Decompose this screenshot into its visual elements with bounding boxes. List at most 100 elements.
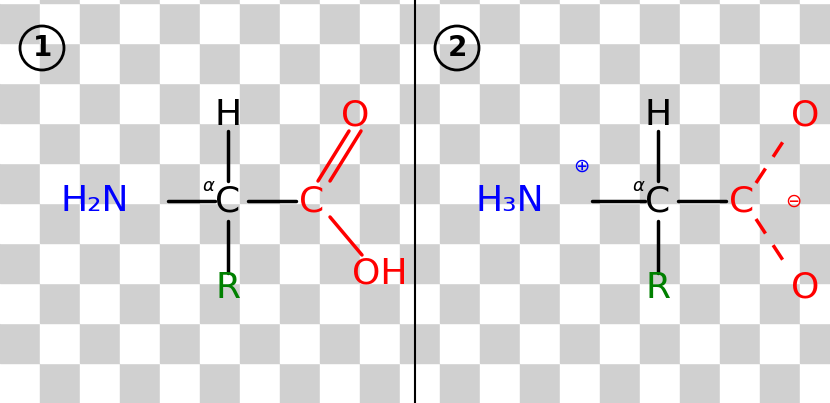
Text: O: O [341,98,369,132]
Bar [400,83,440,123]
Bar [40,283,80,323]
Bar [640,323,680,363]
Bar [720,83,760,123]
Bar [200,163,240,203]
Bar [800,323,830,363]
Bar [800,0,830,3]
Bar [240,43,280,83]
Bar [760,323,800,363]
Bar [760,3,800,43]
Bar [520,43,560,83]
Bar [800,283,830,323]
Bar [600,3,640,43]
Bar [40,0,80,3]
Bar [160,163,200,203]
Text: 1: 1 [32,34,51,62]
Bar [240,363,280,403]
Bar [80,323,120,363]
Bar [480,123,520,163]
Bar [760,123,800,163]
Bar [480,323,520,363]
Bar [640,203,680,243]
Bar [600,323,640,363]
Bar [800,43,830,83]
Bar [200,123,240,163]
Bar [640,163,680,203]
Bar [80,43,120,83]
Bar [320,3,360,43]
Bar [280,83,320,123]
Bar [760,163,800,203]
Bar [640,83,680,123]
Bar [240,83,280,123]
Bar [120,243,160,283]
Bar [440,0,480,3]
Bar [560,283,600,323]
Bar [560,3,600,43]
Bar [160,0,200,3]
Bar [80,163,120,203]
Bar [120,83,160,123]
Bar [80,123,120,163]
Bar [760,203,800,243]
Bar [240,203,280,243]
Bar [160,123,200,163]
Bar [360,83,400,123]
Bar [520,203,560,243]
Bar [520,283,560,323]
Bar [720,283,760,323]
Bar [600,0,640,3]
Bar [760,363,800,403]
Bar [360,283,400,323]
Bar [160,203,200,243]
Bar [120,0,160,3]
Bar [480,243,520,283]
Bar [640,283,680,323]
Bar [800,163,830,203]
Bar [680,163,720,203]
Bar [800,83,830,123]
Bar [200,363,240,403]
Bar [520,123,560,163]
Text: R: R [646,271,671,305]
Bar [560,123,600,163]
Bar [800,123,830,163]
Bar [200,0,240,3]
Bar [640,3,680,43]
Bar [560,203,600,243]
Bar [280,43,320,83]
Bar [800,3,830,43]
Bar [320,163,360,203]
Bar [440,163,480,203]
Bar [560,243,600,283]
Bar [760,243,800,283]
Bar [800,363,830,403]
Bar [720,163,760,203]
Bar [680,283,720,323]
Bar [160,363,200,403]
Bar [160,83,200,123]
Bar [160,3,200,43]
Bar [40,203,80,243]
Bar [80,283,120,323]
Bar [520,83,560,123]
Bar [120,43,160,83]
Bar [320,363,360,403]
Text: ⊖: ⊖ [785,191,801,210]
Bar [0,3,40,43]
Bar [360,3,400,43]
Bar [520,243,560,283]
Bar [320,323,360,363]
Text: H₂N: H₂N [61,184,129,218]
Bar [320,203,360,243]
Bar [240,123,280,163]
Bar [360,163,400,203]
Bar [680,43,720,83]
Bar [360,0,400,3]
Bar [0,123,40,163]
Bar [600,43,640,83]
Text: H₃N: H₃N [476,184,544,218]
Bar [440,3,480,43]
Bar [0,283,40,323]
Bar [440,203,480,243]
